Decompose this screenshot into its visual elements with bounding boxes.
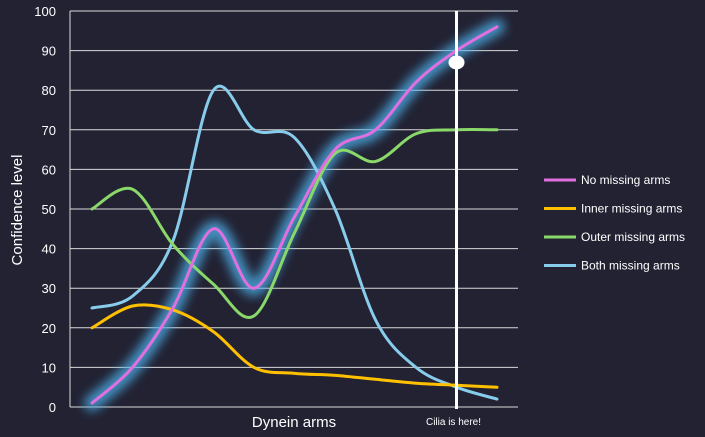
y-tick-label: 100	[34, 4, 56, 19]
legend-label: Outer missing arms	[581, 230, 685, 244]
legend: No missing arms Inner missing arms Outer m…	[544, 173, 685, 273]
series-line-inner-missing-arms	[90, 303, 499, 389]
y-axis-label: Confidence level	[9, 155, 26, 266]
x-axis-label: Dynein arms	[252, 414, 336, 431]
legend-label: Both missing arms	[581, 259, 680, 273]
y-tick-label: 0	[49, 400, 56, 415]
cilia-marker: Cilia is here!	[426, 11, 481, 428]
y-tick-label: 30	[42, 281, 56, 296]
legend-label: No missing arms	[581, 173, 670, 187]
y-tick-labels: 0 10 20 30 40 50 60 70 80 90 100	[34, 4, 56, 415]
cilia-point	[448, 55, 465, 70]
y-tick-label: 80	[42, 83, 56, 98]
cilia-annotation: Cilia is here!	[426, 417, 481, 428]
y-tick-label: 50	[42, 202, 56, 217]
y-tick-label: 10	[42, 360, 56, 375]
y-tick-label: 40	[42, 242, 56, 257]
y-tick-label: 90	[42, 44, 56, 59]
series-line-both-missing-arms	[90, 84, 499, 401]
series-lines	[84, 18, 505, 412]
series-line-no-missing-arms	[90, 25, 499, 405]
legend-label: Inner missing arms	[581, 202, 682, 216]
y-tick-label: 20	[42, 321, 56, 336]
y-tick-label: 60	[42, 162, 56, 177]
series-line-outer-missing-arms	[90, 128, 499, 319]
y-tick-label: 70	[42, 123, 56, 138]
